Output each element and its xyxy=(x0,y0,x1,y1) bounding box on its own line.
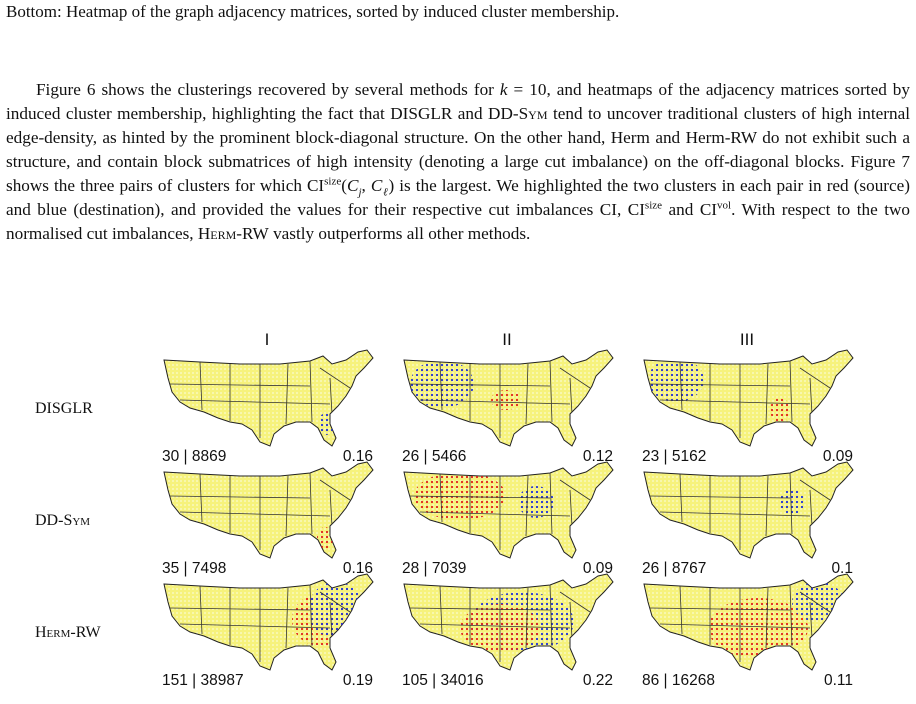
map-layer xyxy=(409,472,591,550)
cluster-region xyxy=(770,398,790,422)
cluster-size-label: 105 | 34016 xyxy=(402,672,484,689)
imbalance-value: 0.16 xyxy=(342,560,373,577)
cluster-region xyxy=(317,527,333,549)
state-borders xyxy=(409,360,591,438)
us-map xyxy=(643,349,854,447)
us-map xyxy=(163,573,374,671)
cluster-size-label: 28 | 7039 xyxy=(402,560,467,577)
map-outline xyxy=(163,349,374,447)
map-layer xyxy=(649,472,831,550)
math: size xyxy=(644,199,663,212)
math: ℓ xyxy=(382,186,389,199)
paragraph: Figure 6 shows the clusterings recovered… xyxy=(6,78,910,246)
map-outline xyxy=(163,461,374,559)
math: C xyxy=(370,176,383,195)
imbalance-value: 0.11 xyxy=(823,672,853,689)
text: . With respect to the two normalised cut… xyxy=(6,200,910,243)
text: is the largest. We highlighted the two c… xyxy=(6,176,910,219)
column-header: II xyxy=(502,330,512,349)
us-map xyxy=(403,349,614,447)
state-borders xyxy=(649,584,831,662)
map-panel: 86 | 16268 0.11 xyxy=(640,572,855,694)
text: and CI xyxy=(662,200,718,219)
map-layer xyxy=(169,472,351,550)
cluster-region xyxy=(410,360,474,408)
imbalance-value: 0.09 xyxy=(582,560,613,577)
state-borders xyxy=(169,584,351,662)
map-panel: 30 | 8869 0.16 xyxy=(160,348,375,470)
row-label: DISGLR xyxy=(35,400,93,417)
cluster-region xyxy=(414,472,506,520)
cluster-region xyxy=(708,598,808,658)
cluster-region xyxy=(792,582,844,622)
cluster-region xyxy=(308,582,364,638)
cluster-size-label: 86 | 16268 xyxy=(642,672,715,689)
map-panel: 35 | 7498 0.16 xyxy=(160,460,375,582)
cluster-region xyxy=(318,413,334,435)
map-layer xyxy=(169,360,351,438)
us-map xyxy=(163,461,374,559)
cluster-region xyxy=(491,390,521,410)
state-borders xyxy=(409,584,591,662)
text: Sym xyxy=(518,104,548,123)
imbalance-value: 0.16 xyxy=(342,448,373,465)
cluster-size-label: 26 | 5466 xyxy=(402,448,467,465)
row-label: DD-Sym xyxy=(35,512,91,529)
state-borders xyxy=(169,360,351,438)
state-borders xyxy=(409,472,591,550)
caption: Bottom: Heatmap of the graph adjacency m… xyxy=(6,2,620,21)
state-borders xyxy=(649,472,831,550)
state-borders xyxy=(649,360,831,438)
text: = 10, and heatmaps of the adjacency matr… xyxy=(6,80,910,123)
map-layer xyxy=(409,584,591,662)
us-map xyxy=(643,461,854,559)
column-header: III xyxy=(739,330,755,349)
imbalance-value: 0.22 xyxy=(582,672,613,689)
cluster-region xyxy=(648,358,704,402)
math: ( xyxy=(341,176,347,195)
us-map xyxy=(403,573,614,671)
cluster-region xyxy=(780,488,804,516)
map-panel: 151 | 38987 0.19 xyxy=(160,572,375,694)
us-map xyxy=(643,573,854,671)
map-layer xyxy=(409,360,591,438)
cluster-size-label: 26 | 8767 xyxy=(642,560,707,577)
cluster-size-label: 23 | 5162 xyxy=(642,448,707,465)
math: C xyxy=(347,176,359,195)
math: , xyxy=(361,176,371,195)
text: Herm-RW xyxy=(197,224,269,243)
cluster-region xyxy=(518,486,554,518)
cluster-size-label: 35 | 7498 xyxy=(162,560,227,577)
text: vastly outperforms all other methods. xyxy=(268,224,531,243)
map-panel: 28 | 7039 0.09 xyxy=(400,460,615,582)
map-panel: 23 | 5162 0.09 xyxy=(640,348,855,470)
map-panel: 26 | 8767 0.1 xyxy=(640,460,855,582)
imbalance-value: 0.19 xyxy=(342,672,373,689)
state-borders xyxy=(169,472,351,550)
math: k xyxy=(499,80,508,99)
imbalance-value: 0.1 xyxy=(831,560,853,577)
math: vol xyxy=(717,199,732,212)
imbalance-value: 0.09 xyxy=(822,448,853,465)
text: Figure 6 shows the clusterings recovered… xyxy=(36,80,500,99)
us-map xyxy=(163,349,374,447)
cluster-size-label: 151 | 38987 xyxy=(162,672,244,689)
row-label: Herm-RW xyxy=(35,624,101,641)
math: ) xyxy=(388,176,395,195)
us-map xyxy=(403,461,614,559)
map-layer xyxy=(648,358,831,438)
text: tend to uncover traditional clusters of … xyxy=(6,104,911,195)
column-header: I xyxy=(264,330,270,349)
math: size xyxy=(324,175,342,188)
map-outline xyxy=(643,461,854,559)
math: j xyxy=(358,186,362,199)
map-panel: 105 | 34016 0.22 xyxy=(400,572,615,694)
cluster-size-label: 30 | 8869 xyxy=(162,448,227,465)
imbalance-value: 0.12 xyxy=(582,448,613,465)
map-panel: 26 | 5466 0.12 xyxy=(400,348,615,470)
